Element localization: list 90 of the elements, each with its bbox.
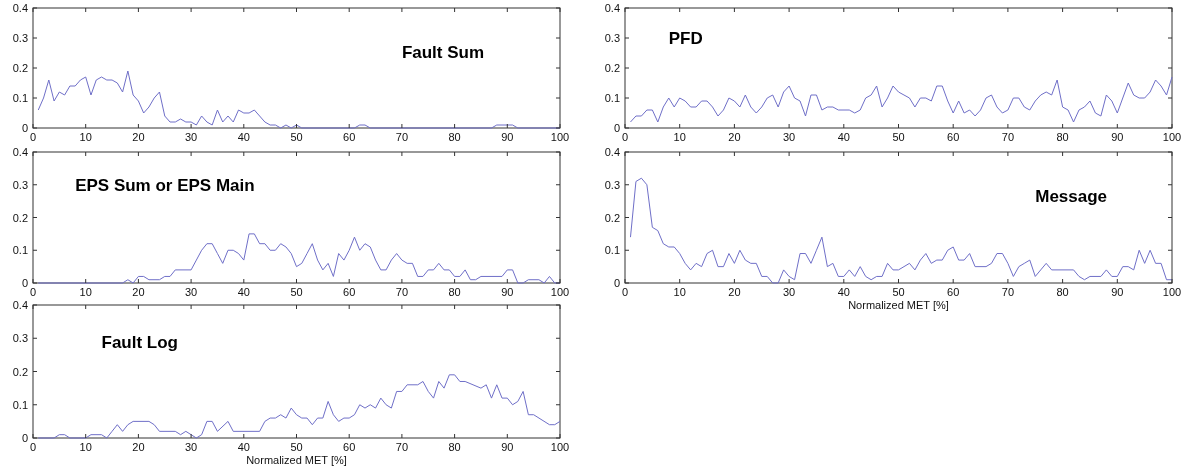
y-tick-label: 0	[613, 122, 620, 134]
y-tick-label: 0.4	[12, 146, 28, 158]
x-tick-label: 10	[79, 441, 92, 453]
text: PFD	[668, 29, 703, 48]
y-tick-label: 0.1	[604, 92, 620, 104]
x-tick-label: 70	[1001, 286, 1015, 298]
y-tick-label: 0.3	[604, 178, 620, 191]
x-axis-title: Normalized MET [%]	[848, 299, 949, 311]
x-tick-label: 10	[79, 131, 92, 143]
y-tick-label: 0.3	[12, 332, 28, 345]
y-tick-label: 0.2	[604, 62, 620, 74]
y-tick-label: 0	[613, 277, 620, 289]
x-tick-label: 40	[237, 286, 250, 298]
y-tick-label: 0.3	[12, 178, 28, 191]
x-tick-label: 50	[892, 286, 905, 298]
text: Fault Log	[101, 332, 178, 352]
x-tick-label: 0	[29, 131, 37, 143]
y-tick-label: 0.4	[604, 146, 620, 158]
y-tick-label: 0.2	[12, 211, 28, 224]
text: Fault Sum	[401, 43, 485, 63]
x-tick-label: 80	[1056, 131, 1069, 143]
x-tick-label: 0	[621, 131, 629, 143]
x-tick-label: 90	[1111, 286, 1124, 298]
x-tick-label: 20	[728, 131, 741, 143]
x-tick-label: 40	[837, 286, 850, 298]
x-tick-label: 90	[501, 131, 514, 143]
x-tick-label: 100	[1162, 286, 1182, 298]
y-tick-label: 0.2	[12, 365, 28, 378]
y-tick-label: 0.4	[604, 2, 620, 14]
x-tick-label: 30	[184, 131, 198, 143]
x-tick-label: 10	[79, 286, 92, 298]
x-tick-label: 0	[621, 286, 629, 298]
x-tick-label: 20	[132, 441, 145, 453]
x-tick-label: 100	[1162, 131, 1182, 143]
text: EPS Sum or EPS Main	[75, 176, 255, 196]
x-tick-label: 10	[673, 286, 686, 298]
x-tick-label: 70	[395, 131, 409, 143]
x-tick-label: 20	[132, 131, 145, 143]
text: Message	[1035, 186, 1108, 206]
line-series	[629, 76, 1173, 123]
x-tick-label: 90	[1111, 131, 1124, 143]
x-tick-label: 70	[1001, 131, 1015, 143]
x-tick-label: 30	[782, 131, 796, 143]
y-tick-label: 0.2	[12, 62, 28, 74]
line-series	[37, 374, 561, 439]
x-tick-label: 90	[501, 286, 514, 298]
x-tick-label: 0	[29, 441, 37, 453]
x-tick-label: 80	[448, 441, 461, 453]
y-tick-label: 0.1	[604, 244, 620, 257]
line-series	[629, 177, 1173, 284]
x-tick-label: 70	[395, 441, 409, 453]
x-tick-label: 20	[728, 286, 741, 298]
y-tick-label: 0	[21, 122, 28, 134]
x-tick-label: 100	[550, 286, 570, 298]
y-tick-label: 0	[21, 432, 28, 444]
x-tick-label: 60	[343, 286, 356, 298]
x-tick-label: 30	[184, 286, 198, 298]
x-tick-label: 80	[448, 131, 461, 143]
y-tick-label: 0.4	[12, 2, 28, 14]
x-tick-label: 0	[29, 286, 37, 298]
x-tick-label: 70	[395, 286, 409, 298]
x-tick-label: 40	[837, 131, 850, 143]
y-tick-label: 0.1	[12, 398, 28, 411]
x-tick-label: 50	[892, 131, 905, 143]
x-tick-label: 50	[290, 441, 303, 453]
x-tick-label: 30	[782, 286, 796, 298]
x-tick-label: 40	[237, 441, 250, 453]
x-tick-label: 60	[947, 131, 960, 143]
x-tick-label: 40	[237, 131, 250, 143]
x-tick-label: 60	[343, 131, 356, 143]
y-tick-label: 0	[21, 277, 28, 289]
x-tick-label: 60	[343, 441, 356, 453]
x-tick-label: 60	[947, 286, 960, 298]
x-axis-title: Normalized MET [%]	[246, 454, 347, 466]
x-tick-label: 100	[550, 131, 570, 143]
y-tick-label: 0.1	[12, 92, 28, 104]
x-tick-label: 100	[550, 441, 570, 453]
x-tick-label: 50	[290, 286, 303, 298]
x-tick-label: 80	[448, 286, 461, 298]
y-tick-label: 0.3	[12, 32, 28, 44]
y-tick-label: 0.1	[12, 244, 28, 257]
x-tick-label: 90	[501, 441, 514, 453]
x-tick-label: 30	[184, 441, 198, 453]
x-tick-label: 50	[290, 131, 303, 143]
x-tick-label: 10	[673, 131, 686, 143]
y-tick-label: 0.3	[604, 32, 620, 44]
x-tick-label: 20	[132, 286, 145, 298]
x-tick-label: 80	[1056, 286, 1069, 298]
y-tick-label: 0.4	[12, 299, 28, 311]
y-tick-label: 0.2	[604, 211, 620, 224]
